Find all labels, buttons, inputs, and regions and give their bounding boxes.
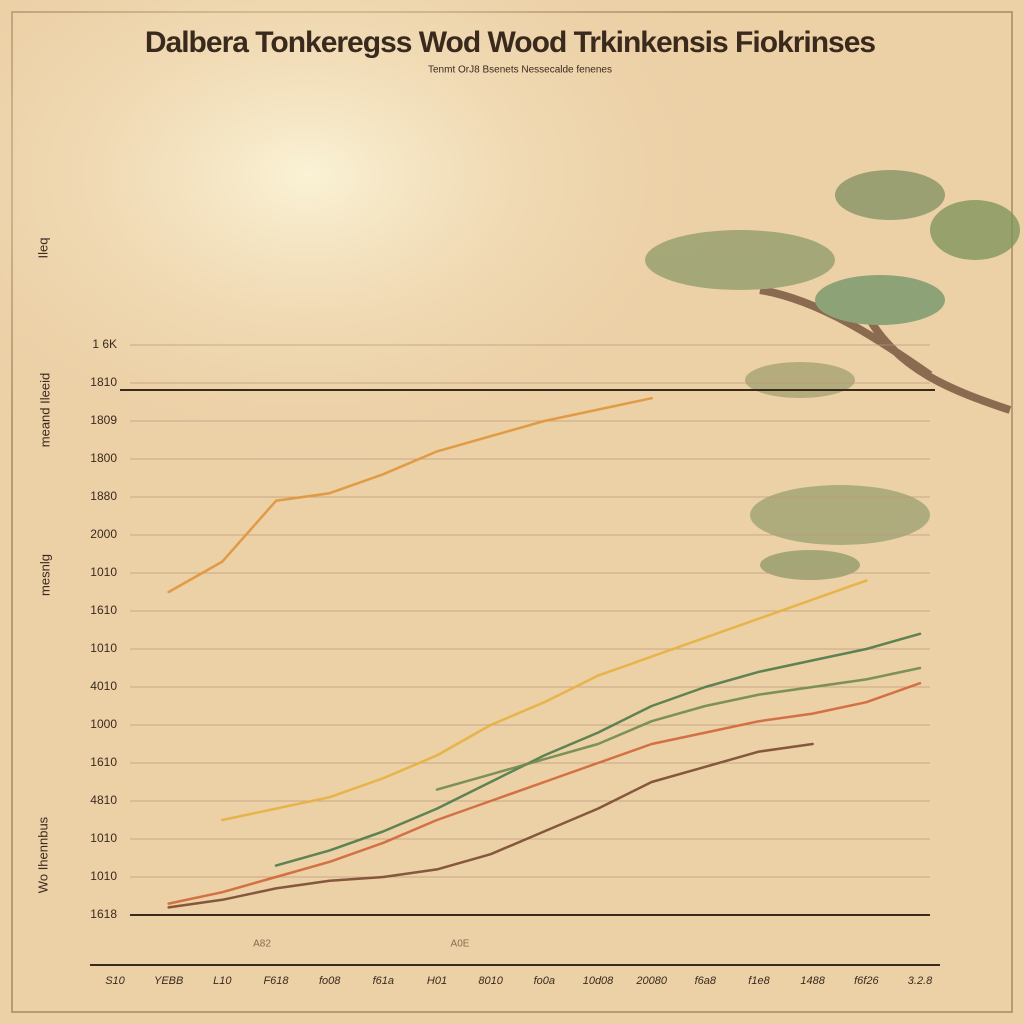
- y-tick-label: 1010: [90, 565, 117, 579]
- x-tick-label: S10: [105, 975, 125, 987]
- x-tick-label: 3.2.8: [908, 975, 933, 987]
- y-tick-label: 1610: [90, 755, 117, 769]
- x-tick-label: 8010: [478, 975, 503, 987]
- x-tick-label: L10: [213, 975, 232, 987]
- x-tick-label: f6f26: [854, 975, 879, 987]
- annotation: Wo Ihennbus: [35, 816, 50, 893]
- y-tick-label: 1800: [90, 451, 117, 465]
- x-tick-label: fo0a: [534, 975, 555, 987]
- series-line: [167, 681, 922, 905]
- y-tick-label: 1000: [90, 717, 117, 731]
- series-line: [167, 742, 814, 909]
- x-tick-label: H01: [427, 975, 447, 987]
- series-line: [435, 666, 922, 791]
- y-tick-label: 1010: [90, 641, 117, 655]
- x-tick-label: f1e8: [748, 975, 770, 987]
- y-tick-label: 1880: [90, 489, 117, 503]
- x-tick-label: fo08: [319, 975, 341, 987]
- y-tick-label: 1010: [90, 831, 117, 845]
- x-tick-label: 1488: [800, 975, 825, 987]
- x-tick-label: 20080: [635, 975, 667, 987]
- chart-subtitle: Tenmt OrJ8 Bsenets Nessecalde fenenes: [428, 65, 612, 76]
- y-tick-label: 4010: [90, 679, 117, 693]
- x-tick-label: F618: [263, 975, 289, 987]
- y-tick-label: 2000: [90, 527, 117, 541]
- y-tick-label: 1 6K: [92, 337, 117, 351]
- annotation: Ileq: [35, 238, 50, 259]
- annotation: A0E: [451, 939, 470, 950]
- x-tick-label: 10d08: [583, 975, 614, 987]
- chart-title: Dalbera Tonkeregss Wod Wood Trkinkensis …: [145, 26, 876, 59]
- series-line: [274, 632, 922, 867]
- y-tick-label: 4810: [90, 793, 117, 807]
- annotation: mesnlg: [37, 554, 52, 596]
- y-tick-label: 1610: [90, 603, 117, 617]
- y-tick-label: 1809: [90, 413, 117, 427]
- series-line: [167, 396, 653, 594]
- y-tick-label: 1010: [90, 869, 117, 883]
- glow: [0, 0, 1024, 700]
- y-tick-label: 1810: [90, 375, 117, 389]
- x-tick-label: f61a: [373, 975, 394, 987]
- x-tick-label: YEBB: [154, 975, 183, 987]
- y-tick-label: 1618: [90, 907, 117, 921]
- series-line: [221, 579, 868, 822]
- annotation: A82: [253, 939, 271, 950]
- x-tick-label: f6a8: [695, 975, 717, 987]
- annotation: meand Ileeid: [37, 373, 52, 447]
